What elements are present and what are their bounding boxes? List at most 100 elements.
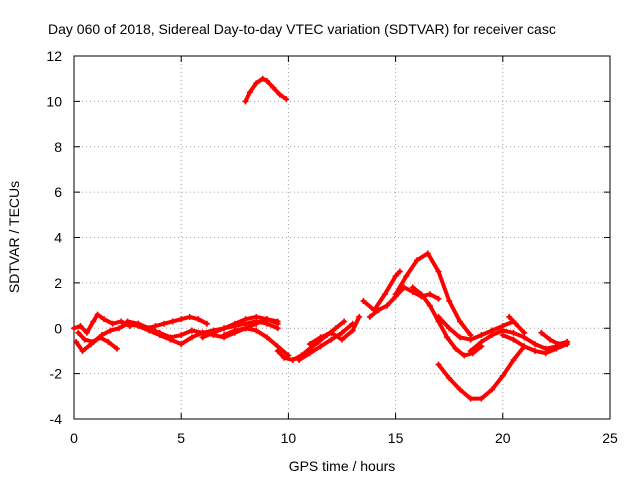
data-point: [242, 325, 249, 332]
axis-ticks: 0 5 10 15 20 25 -4 -2 0 2 4 6 8 10 12: [46, 48, 618, 446]
data-point: [478, 338, 485, 345]
data-point: [81, 336, 88, 343]
data-point: [456, 334, 463, 341]
series-line: [436, 314, 516, 342]
data-point: [456, 318, 463, 325]
data-point: [564, 338, 571, 345]
data-point: [274, 347, 281, 354]
data-point: [542, 350, 549, 357]
x-tick-label: 0: [70, 430, 78, 446]
data-point: [499, 372, 506, 379]
data-point: [521, 343, 528, 350]
x-tick-label: 20: [495, 430, 511, 446]
data-point: [409, 284, 416, 291]
data-point: [188, 327, 195, 334]
data-point: [210, 329, 217, 336]
data-point: [538, 329, 545, 336]
y-tick-label: 12: [46, 48, 62, 64]
data-point: [306, 350, 313, 357]
data-point: [118, 318, 125, 325]
data-point: [339, 336, 345, 343]
data-point: [317, 334, 324, 341]
data-point: [452, 345, 459, 352]
data-point: [203, 320, 210, 327]
data-point: [546, 336, 553, 343]
data-point: [221, 325, 228, 332]
data-point: [478, 395, 485, 402]
series-trace-3: [73, 334, 120, 354]
y-tick-label: 8: [54, 139, 62, 155]
data-point: [231, 327, 238, 334]
series-line: [307, 314, 362, 347]
data-point: [531, 347, 538, 354]
data-point: [283, 96, 290, 103]
series-line: [393, 251, 473, 338]
data-point: [263, 77, 270, 84]
data-point: [328, 336, 335, 343]
data-point: [396, 268, 403, 275]
data-point: [456, 386, 463, 393]
data-point: [328, 329, 335, 336]
x-axis-label: GPS time / hours: [289, 458, 396, 474]
data-point: [366, 313, 373, 320]
data-point: [392, 291, 399, 298]
data-point: [263, 316, 270, 323]
data-point: [384, 302, 391, 309]
series-trace-20: [538, 329, 571, 348]
data-point: [418, 291, 425, 298]
y-tick-label: 2: [54, 275, 62, 291]
data-point: [167, 334, 174, 341]
data-point: [253, 313, 260, 320]
data-point: [146, 325, 153, 332]
x-tick-label: 10: [281, 430, 297, 446]
data-point: [510, 329, 517, 336]
data-point: [521, 329, 528, 336]
data-point: [77, 322, 84, 329]
data-point: [332, 325, 339, 332]
data-point: [414, 257, 421, 264]
data-point: [253, 80, 260, 87]
series-trace-15: [435, 313, 517, 343]
data-point: [510, 336, 517, 343]
data-point: [83, 329, 90, 336]
data-point: [289, 357, 296, 364]
data-point: [446, 375, 453, 382]
data-point: [435, 313, 442, 320]
data-point: [242, 316, 249, 323]
data-point: [246, 89, 253, 96]
x-tick-label: 25: [602, 430, 618, 446]
data-point: [270, 84, 277, 91]
data-point: [349, 327, 356, 334]
series-line: [297, 321, 355, 362]
data-point: [424, 250, 431, 257]
series-trace-8: [274, 318, 348, 364]
data-point: [317, 343, 324, 350]
series-line: [243, 76, 289, 104]
data-point: [188, 334, 195, 341]
data-point: [426, 302, 433, 309]
data-point: [281, 354, 288, 361]
data-point: [276, 91, 283, 98]
data-point: [178, 341, 185, 348]
data-point: [512, 320, 519, 327]
data-point: [360, 298, 367, 305]
data-point: [296, 357, 303, 364]
data-point: [253, 327, 260, 334]
data-point: [178, 332, 185, 339]
data-point: [356, 313, 363, 320]
data-point: [156, 329, 163, 336]
data-point: [113, 345, 120, 352]
data-point: [274, 320, 281, 327]
data-point: [199, 334, 206, 341]
data-point: [195, 316, 202, 323]
chart-title: Day 060 of 2018, Sidereal Day-to-day VTE…: [48, 21, 556, 37]
data-point: [169, 318, 176, 325]
data-point: [339, 329, 345, 336]
data-point: [161, 320, 168, 327]
data-point: [109, 320, 116, 327]
data-point: [467, 336, 474, 343]
data-point: [135, 320, 142, 327]
data-point: [426, 291, 433, 298]
x-tick-label: 15: [388, 430, 404, 446]
